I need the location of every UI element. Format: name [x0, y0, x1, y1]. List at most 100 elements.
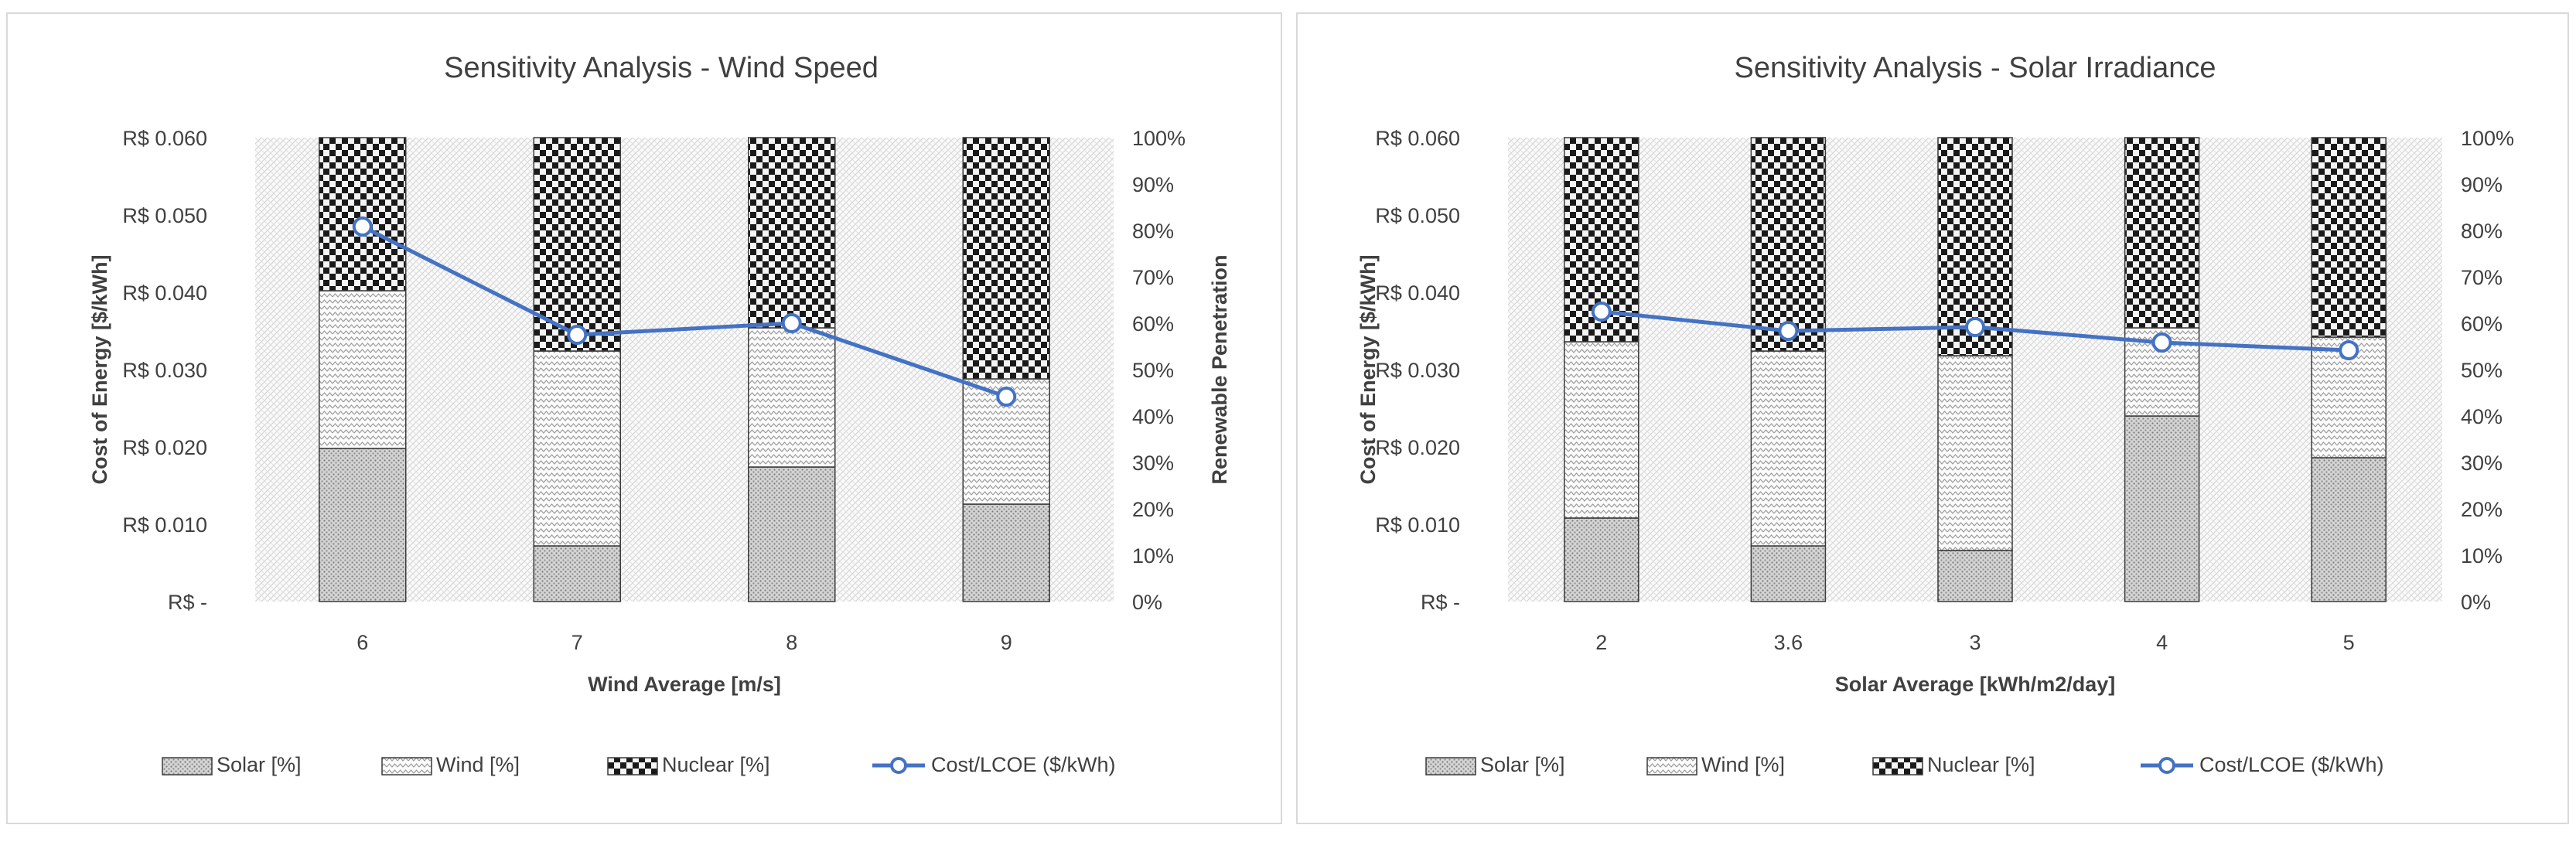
bar-nuclear — [2311, 137, 2387, 338]
x-axis-title: Wind Average [m/s] — [588, 673, 781, 696]
y-tick-label: R$ 0.060 — [122, 127, 207, 150]
y-tick-label: R$ 0.050 — [122, 204, 207, 227]
x-tick-label: 8 — [786, 631, 797, 654]
y-tick-label: R$ 0.040 — [122, 281, 207, 305]
y2-tick-label: 10% — [2461, 544, 2503, 568]
cost-point — [2339, 340, 2359, 360]
legend-cost-marker — [890, 757, 907, 774]
y-tick-label: R$ 0.020 — [122, 436, 207, 459]
y-tick-label: R$ - — [168, 591, 207, 614]
legend-wind-label: Wind [%] — [436, 753, 520, 776]
legend-nuclear-swatch — [1872, 757, 1923, 776]
chart-title: Sensitivity Analysis - Wind Speed — [444, 52, 879, 84]
legend-solar-label: Solar [%] — [1480, 753, 1565, 776]
legend-wind-swatch — [1646, 757, 1697, 776]
bar-wind — [533, 350, 621, 547]
bar-solar — [1937, 550, 2013, 602]
bar-solar — [1564, 517, 1639, 602]
y2-tick-label: 50% — [2461, 359, 2503, 382]
x-tick-label: 7 — [571, 631, 583, 654]
x-tick-label: 9 — [1001, 631, 1012, 654]
y2-tick-label: 70% — [1132, 266, 1174, 289]
y-tick-label: R$ 0.010 — [1375, 513, 1460, 537]
bar-solar — [2124, 415, 2200, 602]
y2-tick-label: 60% — [2461, 312, 2503, 336]
cost-point — [1778, 321, 1799, 341]
y-tick-label: R$ 0.020 — [1375, 436, 1460, 459]
legend-nuclear-label: Nuclear [%] — [1927, 753, 2035, 776]
y-tick-label: R$ 0.030 — [122, 359, 207, 382]
bar-nuclear — [748, 137, 836, 329]
y-axis-title: Cost of Energy [$/kWh] — [1356, 254, 1380, 484]
chart-svg-wind-speed: Sensitivity Analysis - Wind Speed R$ - R$ … — [88, 52, 1231, 776]
y2-tick-label: 80% — [1132, 220, 1174, 243]
bar-nuclear — [533, 137, 621, 352]
bar-wind — [1564, 341, 1639, 519]
bar-nuclear — [319, 137, 407, 291]
bar-solar — [1750, 545, 1827, 602]
cost-point — [1965, 317, 1985, 337]
legend-cost-label: Cost/LCOE ($/kWh) — [931, 753, 1116, 776]
chart-svg-solar-irradiance: Sensitivity Analysis - Solar Irradiance R… — [1356, 52, 2514, 776]
cost-point — [1591, 302, 1612, 322]
bar-solar — [319, 448, 407, 602]
y2-tick-label: 60% — [1132, 312, 1174, 336]
x-tick-label: 3.6 — [1774, 631, 1803, 654]
y-tick-label: R$ 0.050 — [1375, 204, 1460, 227]
bar-wind — [319, 290, 407, 449]
y2-tick-label: 40% — [2461, 405, 2503, 428]
y2-tick-label: 90% — [2461, 173, 2503, 196]
y2-tick-label: 30% — [1132, 452, 1174, 475]
y2-tick-label: 80% — [2461, 220, 2503, 243]
bar-solar — [748, 466, 836, 602]
x-tick-label: 3 — [1969, 631, 1981, 654]
bar-nuclear — [962, 137, 1050, 380]
y-axis-title: Cost of Energy [$/kWh] — [88, 254, 111, 484]
chart-panel-wind-speed: Sensitivity Analysis - Wind Speed R$ - R$ … — [6, 12, 1282, 824]
y2-tick-label: 10% — [1132, 544, 1174, 568]
bar-wind — [1937, 355, 2013, 551]
y2-tick-label: 90% — [1132, 173, 1174, 196]
legend-wind-swatch — [381, 757, 432, 776]
cost-point — [2151, 332, 2172, 353]
bar-nuclear — [1750, 137, 1827, 352]
x-tick-label: 4 — [2156, 631, 2168, 654]
y2-tick-label: 40% — [1132, 405, 1174, 428]
x-tick-label: 5 — [2343, 631, 2355, 654]
y-tick-label: R$ 0.010 — [122, 513, 207, 537]
y2-tick-label: 50% — [1132, 359, 1174, 382]
bar-solar — [962, 503, 1050, 602]
chart-title: Sensitivity Analysis - Solar Irradiance — [1734, 52, 2216, 84]
legend-solar-label: Solar [%] — [217, 753, 302, 776]
legend-wind-label: Wind [%] — [1701, 753, 1785, 776]
bar-solar — [533, 545, 621, 602]
y2-tick-label: 0% — [2461, 591, 2491, 614]
x-axis-title: Solar Average [kWh/m2/day] — [1835, 673, 2116, 696]
cost-point — [567, 325, 588, 345]
legend-nuclear-swatch — [607, 757, 658, 776]
x-tick-label: 6 — [357, 631, 368, 654]
y2-tick-label: 70% — [2461, 266, 2503, 289]
y2-tick-label: 100% — [2461, 127, 2514, 150]
cost-line — [361, 224, 1008, 399]
legend-solar-swatch — [1425, 757, 1476, 776]
cost-point — [781, 313, 802, 333]
y2-tick-label: 0% — [1132, 591, 1162, 614]
y2-tick-label: 20% — [1132, 498, 1174, 521]
y2-tick-label: 30% — [2461, 452, 2503, 475]
y-tick-label: R$ 0.060 — [1375, 127, 1460, 150]
y-tick-label: R$ 0.030 — [1375, 359, 1460, 382]
bar-wind — [1750, 350, 1827, 547]
y-tick-label: R$ 0.040 — [1375, 281, 1460, 305]
x-tick-label: 2 — [1595, 631, 1607, 654]
y2-tick-label: 100% — [1132, 127, 1186, 150]
legend-cost-label: Cost/LCOE ($/kWh) — [2199, 753, 2384, 776]
legend-nuclear-label: Nuclear [%] — [662, 753, 770, 776]
chart-panel-solar-irradiance: Sensitivity Analysis - Solar Irradiance R… — [1296, 12, 2569, 824]
y2-tick-label: 20% — [2461, 498, 2503, 521]
cost-point — [352, 216, 373, 237]
legend-solar-swatch — [162, 757, 213, 776]
bar-wind — [748, 327, 836, 468]
bar-solar — [2311, 457, 2387, 602]
legend-cost-marker — [2158, 757, 2175, 774]
